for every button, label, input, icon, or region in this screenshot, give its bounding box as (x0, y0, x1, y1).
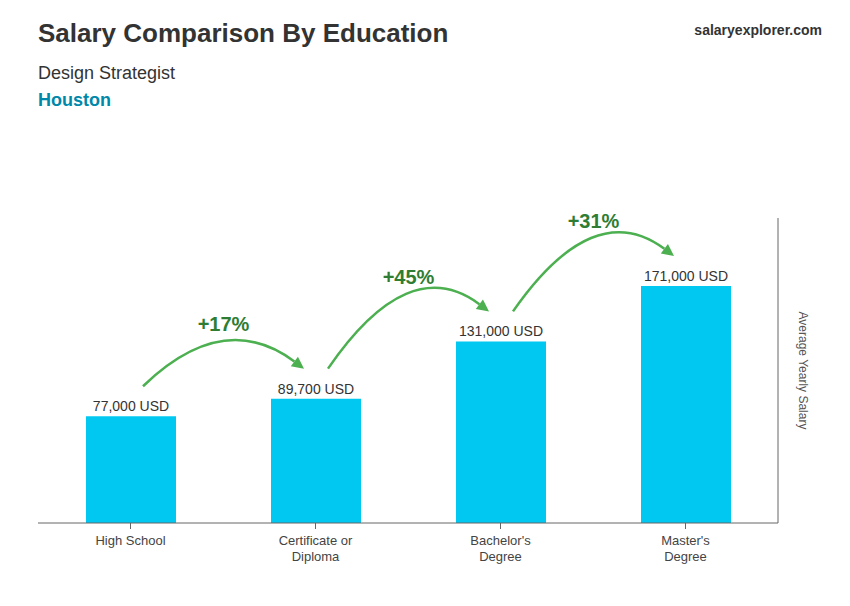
html-text:Salary Comparison By Education: Salary Comparison By Education (38, 18, 449, 48)
svg-text:77,000 USD: 77,000 USD (93, 398, 169, 414)
svg-text:Master'sDegree: Master'sDegree (661, 533, 710, 564)
svg-text:High School: High School (95, 533, 165, 548)
html-text:Houston: Houston (38, 90, 111, 110)
svg-text:Average Yearly Salary: Average Yearly Salary (796, 312, 810, 430)
html-text:salaryexplorer.com: salaryexplorer.com (694, 22, 822, 38)
svg-text:171,000 USD: 171,000 USD (644, 268, 728, 284)
svg-text:+45%: +45% (383, 266, 435, 288)
svg-text:+31%: +31% (568, 210, 620, 232)
svg-text:+17%: +17% (198, 313, 250, 335)
svg-text:131,000 USD: 131,000 USD (459, 323, 543, 339)
svg-text:89,700 USD: 89,700 USD (278, 381, 354, 397)
svg-text:Certificate orDiploma: Certificate orDiploma (279, 533, 353, 564)
svg-text:Bachelor'sDegree: Bachelor'sDegree (470, 533, 531, 564)
html-text:Design Strategist: Design Strategist (38, 63, 176, 83)
